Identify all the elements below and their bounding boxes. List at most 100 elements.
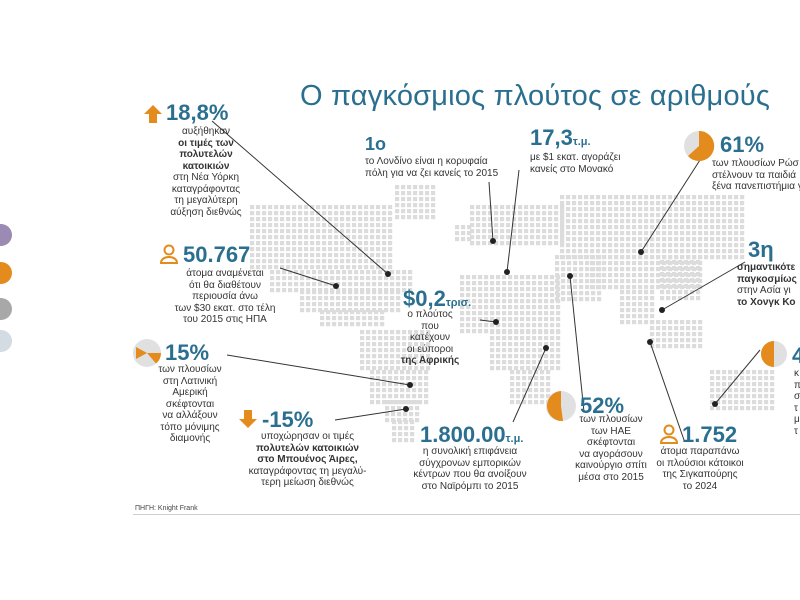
- map-dot: [358, 241, 363, 246]
- map-dot: [384, 302, 389, 307]
- map-dot: [250, 259, 255, 264]
- map-dot: [728, 225, 733, 230]
- map-dot: [597, 297, 602, 302]
- map-dot: [662, 237, 667, 242]
- map-dot: [330, 270, 335, 275]
- map-dot: [340, 211, 345, 216]
- map-dot: [620, 219, 625, 224]
- map-dot: [470, 205, 475, 210]
- uae-line: σκέφτονται: [586, 437, 636, 448]
- uae-line: να αγοράσουν: [579, 448, 643, 460]
- buenos-line: πολυτελών κατοικιών: [256, 442, 359, 454]
- map-dot: [286, 253, 291, 258]
- map-dot: [384, 330, 389, 335]
- map-dot: [572, 255, 577, 260]
- map-dot: [614, 267, 619, 272]
- hk-value: 3η: [748, 237, 774, 262]
- map-dot: [590, 243, 595, 248]
- map-dot: [632, 314, 637, 319]
- bottom-rule: [133, 514, 800, 515]
- map-dot: [356, 316, 361, 321]
- map-dot: [538, 317, 543, 322]
- map-dot: [306, 308, 311, 313]
- map-dot: [310, 265, 315, 270]
- map-dot: [384, 348, 389, 353]
- map-dot: [414, 336, 419, 341]
- map-dot: [722, 376, 727, 381]
- map-dot: [320, 310, 325, 315]
- map-dot: [514, 311, 519, 316]
- map-dot: [490, 348, 495, 353]
- map-dot: [555, 285, 560, 290]
- russia-value: 61%: [720, 132, 765, 157]
- map-dot: [419, 203, 424, 208]
- map-dot: [396, 290, 401, 295]
- map-dot: [662, 225, 667, 230]
- map-dot: [385, 406, 390, 411]
- map-dot: [764, 376, 769, 381]
- map-dot: [286, 265, 291, 270]
- map-dot: [764, 382, 769, 387]
- map-dot: [524, 205, 529, 210]
- map-dot: [668, 320, 673, 325]
- map-dot: [382, 217, 387, 222]
- map-dot: [626, 296, 631, 301]
- map-dot: [512, 229, 517, 234]
- map-dot: [532, 323, 537, 328]
- map-dot: [370, 229, 375, 234]
- map-dot: [602, 273, 607, 278]
- latam-line: στη Λατινική: [162, 375, 218, 387]
- map-dot: [524, 217, 529, 222]
- map-dot: [672, 284, 677, 289]
- monaco-line: με $1 εκατ. αγοράζει: [530, 152, 621, 163]
- map-dot: [770, 376, 775, 381]
- ny-line: τη μεγαλύτερη: [174, 195, 238, 206]
- map-dot: [650, 314, 655, 319]
- map-dot: [638, 219, 643, 224]
- map-dot: [304, 235, 309, 240]
- map-dot: [342, 296, 347, 301]
- map-dot: [490, 317, 495, 322]
- map-dot: [472, 311, 477, 316]
- map-dot: [396, 336, 401, 341]
- leader-line: [211, 120, 389, 275]
- map-dot: [494, 217, 499, 222]
- map-dot: [470, 241, 475, 246]
- side-dot-purple: [0, 224, 12, 246]
- map-dot: [696, 278, 701, 283]
- map-dot: [402, 270, 407, 275]
- map-dot: [372, 354, 377, 359]
- map-dot: [674, 207, 679, 212]
- map-dot: [490, 323, 495, 328]
- map-dot: [390, 348, 395, 353]
- map-dot: [484, 329, 489, 334]
- map-dot: [740, 213, 745, 218]
- map-dot: [292, 217, 297, 222]
- map-dot: [298, 247, 303, 252]
- map-dot: [376, 217, 381, 222]
- map-dot: [626, 279, 631, 284]
- map-dot: [310, 211, 315, 216]
- map-dot: [419, 215, 424, 220]
- map-dot: [644, 261, 649, 266]
- buenos-line: υποχώρησαν οι τιμές: [260, 431, 355, 442]
- map-dot: [638, 237, 643, 242]
- map-dot: [696, 272, 701, 277]
- map-dot: [274, 223, 279, 228]
- map-dot: [410, 426, 415, 431]
- map-dot: [364, 211, 369, 216]
- map-dot: [292, 241, 297, 246]
- map-dot: [502, 330, 507, 335]
- location-marker: [493, 319, 499, 325]
- map-dot: [530, 229, 535, 234]
- map-dot: [512, 205, 517, 210]
- map-dot: [620, 273, 625, 278]
- map-dot: [770, 388, 775, 393]
- map-dot: [678, 296, 683, 301]
- leader-line: [506, 169, 520, 273]
- map-dot: [584, 225, 589, 230]
- leader-line: [661, 261, 746, 311]
- map-dot: [415, 400, 420, 405]
- map-dot: [358, 253, 363, 258]
- map-dot: [306, 282, 311, 287]
